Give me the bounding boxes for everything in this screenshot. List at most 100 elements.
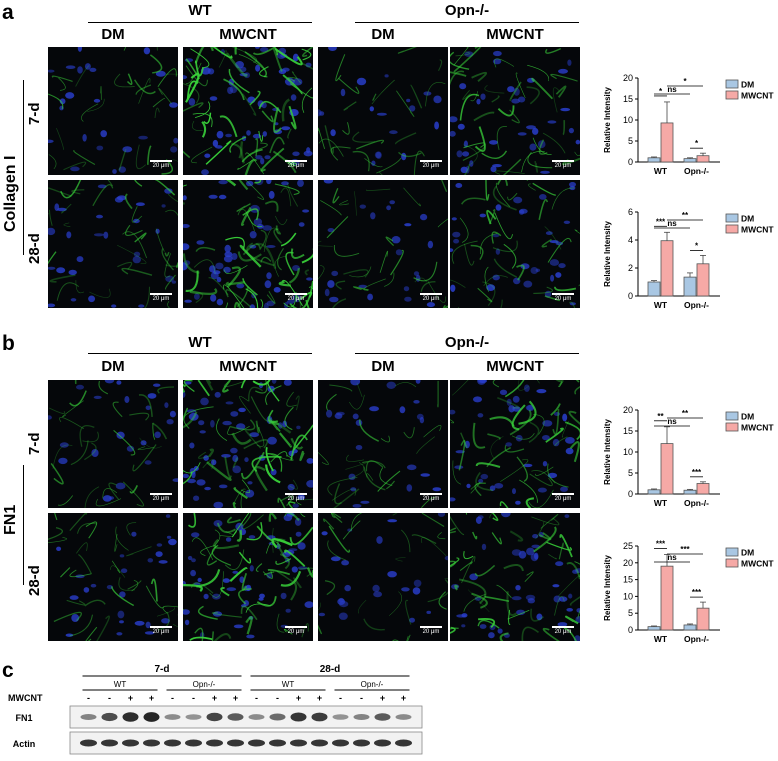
blot-actin-band xyxy=(374,739,391,747)
y-tick-label: 5 xyxy=(628,468,633,478)
scale-bar: 20 μm xyxy=(420,160,442,169)
blot-fn1-band xyxy=(353,713,370,721)
scale-bar-label: 20 μm xyxy=(287,296,305,302)
y-axis-label: Relative Intensity xyxy=(603,419,612,485)
legend-label-dm: DM xyxy=(741,80,754,90)
blot-fn1-band xyxy=(164,714,181,720)
legend-swatch-dm xyxy=(725,547,739,557)
significance-label: ns xyxy=(667,417,677,426)
y-tick-label: 10 xyxy=(623,115,633,125)
panel-b-row-label: FN1 xyxy=(2,504,19,535)
blot-lane-sign: - xyxy=(108,693,111,703)
blot-fn1-band xyxy=(311,712,328,722)
legend-label-mwcnt: MWCNT xyxy=(741,225,774,235)
panel-c-letter: c xyxy=(2,659,14,682)
blot-fn1-band xyxy=(185,714,202,720)
bar-wt-dm xyxy=(647,489,661,495)
panel-a-group-opn: Opn-/- xyxy=(444,2,490,19)
blot-lane-sign: + xyxy=(233,693,238,703)
micrograph-fn1-7d-wt-dm: 20 μm xyxy=(48,380,178,508)
blot-lane-sign: - xyxy=(255,693,258,703)
x-tick-label: Opn-/- xyxy=(684,634,709,644)
panel-b-group-opn: Opn-/- xyxy=(444,334,490,351)
blot-fn1-band xyxy=(374,713,391,721)
significance-label: * xyxy=(659,87,663,96)
legend-swatch-dm xyxy=(725,79,739,89)
micrograph-fn1-7d-opn-dm: 20 μm xyxy=(318,380,448,508)
significance-label: ** xyxy=(657,412,664,421)
panel-a-group-opn-line xyxy=(355,22,579,23)
y-tick-label: 15 xyxy=(623,575,633,585)
micrograph-fn1-28d-wt-mwcnt: 20 μm xyxy=(183,513,313,641)
blot-actin-membrane xyxy=(69,731,423,755)
blot-actin-band xyxy=(353,739,370,747)
legend-label-dm: DM xyxy=(741,214,754,224)
y-tick-label: 15 xyxy=(623,94,633,104)
blot-fn1-band xyxy=(101,712,118,722)
significance-label: ns xyxy=(667,553,677,562)
blot-time-28d: 28-d xyxy=(320,664,341,675)
panel-b-col-wt-mwcnt: MWCNT xyxy=(219,358,277,375)
blot-lane-sign: - xyxy=(360,693,363,703)
blot-actin-band xyxy=(122,739,139,747)
y-axis-label: Relative Intensity xyxy=(603,221,612,287)
scale-bar-label: 20 μm xyxy=(152,629,170,635)
scale-bar-label: 20 μm xyxy=(422,629,440,635)
blot-fn1-band xyxy=(248,714,265,720)
blot-mwcnt-label: MWCNT xyxy=(8,693,43,703)
panel-b-row-28d: 28-d xyxy=(26,565,43,596)
y-tick-label: 0 xyxy=(628,291,633,301)
legend-swatch-mwcnt xyxy=(725,558,739,568)
bar-opn-dm xyxy=(683,624,697,631)
scale-bar: 20 μm xyxy=(420,626,442,635)
blot-actin-band xyxy=(80,739,97,747)
bar-opn-mwcnt xyxy=(696,483,710,495)
y-tick-label: 0 xyxy=(628,489,633,499)
bar-opn-dm xyxy=(683,158,697,163)
y-tick-label: 15 xyxy=(623,426,633,436)
micrograph-collagen-28d-wt-dm: 20 μm xyxy=(48,180,178,308)
blot-actin-band xyxy=(206,739,223,747)
x-tick-label: Opn-/- xyxy=(684,300,709,310)
significance-label: ** xyxy=(682,409,689,418)
scale-bar-label: 20 μm xyxy=(152,296,170,302)
significance-label: * xyxy=(683,77,687,86)
significance-label: *** xyxy=(656,540,666,548)
significance-label: *** xyxy=(680,545,690,554)
scale-bar-label: 20 μm xyxy=(152,496,170,502)
x-tick-label: WT xyxy=(654,498,668,508)
blot-lane-sign: - xyxy=(87,693,90,703)
blot-fn1-band xyxy=(395,714,412,720)
blot-fn1-band xyxy=(122,712,139,722)
panel-b-row-7d: 7-d xyxy=(26,432,43,456)
blot-lane-sign: + xyxy=(149,693,154,703)
blot-fn1-band xyxy=(290,712,307,722)
significance-label: * xyxy=(695,241,699,250)
panel-b-group-wt-line xyxy=(88,353,312,354)
panel-b-group-wt: WT xyxy=(188,334,212,351)
bar-wt-mwcnt xyxy=(660,565,674,631)
scale-bar-label: 20 μm xyxy=(554,496,572,502)
scale-bar-label: 20 μm xyxy=(554,163,572,169)
y-axis-label: Relative Intensity xyxy=(603,87,612,153)
y-tick-label: 20 xyxy=(623,73,633,83)
blot-actin-band xyxy=(143,739,160,747)
y-axis-label: Relative Intensity xyxy=(603,555,612,621)
scale-bar: 20 μm xyxy=(552,293,574,302)
micrograph-fn1-28d-opn-mwcnt: 20 μm xyxy=(450,513,580,641)
blot-actin-band xyxy=(101,739,118,747)
x-tick-label: WT xyxy=(654,300,668,310)
blot-lane-sign: - xyxy=(192,693,195,703)
blot-actin-band xyxy=(395,739,412,747)
bar-wt-dm xyxy=(647,281,661,297)
legend-swatch-dm xyxy=(725,213,739,223)
blot-actin-label: Actin xyxy=(13,739,36,749)
scale-bar-label: 20 μm xyxy=(287,496,305,502)
panel-b-col-opn-dm: DM xyxy=(371,358,395,375)
blot-lane-sign: - xyxy=(171,693,174,703)
significance-label: ns xyxy=(667,219,677,228)
micrograph-fn1-28d-opn-dm: 20 μm xyxy=(318,513,448,641)
panel-a-col-wt-mwcnt: MWCNT xyxy=(219,26,277,43)
blot-actin-band xyxy=(248,739,265,747)
